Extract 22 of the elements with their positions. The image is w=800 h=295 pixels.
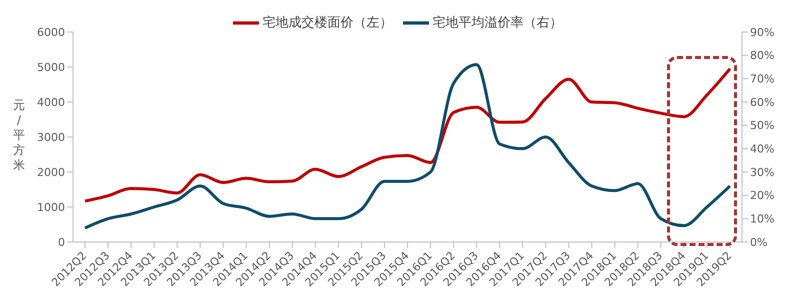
y2-tick-label: 30% — [750, 166, 774, 179]
y-axis-title: 元/平方米 — [12, 98, 26, 173]
legend-label: 宅地成交楼面价（左） — [262, 16, 392, 31]
y2-tick-label: 90% — [750, 26, 774, 39]
y2-tick-label: 10% — [750, 212, 774, 226]
y-tick-label: 3000 — [37, 130, 65, 144]
line-series — [84, 67, 732, 203]
line-series — [84, 63, 732, 230]
y-tick-label: 1000 — [37, 200, 65, 214]
y2-tick-label: 20% — [750, 189, 774, 202]
y2-tick-label: 70% — [750, 72, 774, 86]
y-tick-label: 5000 — [37, 60, 65, 74]
y-tick-label: 6000 — [37, 26, 65, 39]
y2-tick-label: 80% — [750, 49, 774, 62]
y2-tick-label: 60% — [750, 96, 774, 109]
y-tick-label: 0 — [58, 236, 65, 249]
y-tick-label: 4000 — [37, 96, 65, 109]
y2-tick-label: 50% — [750, 119, 774, 132]
y2-tick-label: 40% — [750, 142, 774, 156]
y2-tick-label: 0% — [750, 236, 768, 249]
y-tick-label: 2000 — [37, 166, 65, 179]
legend-label: 宅地平均溢价率（右） — [432, 16, 562, 31]
